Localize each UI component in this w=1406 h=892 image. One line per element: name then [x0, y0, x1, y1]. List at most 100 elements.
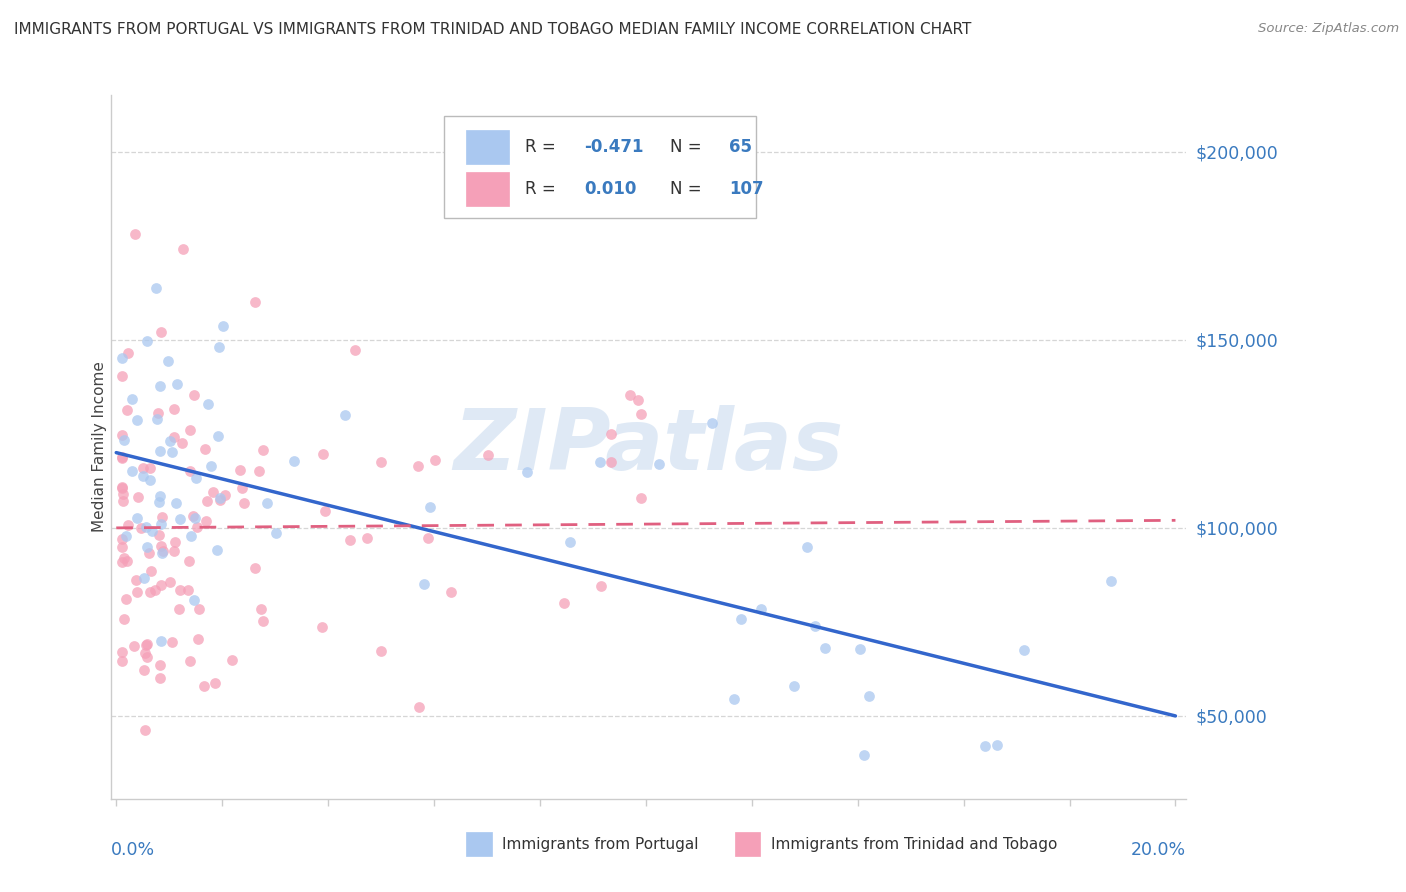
Point	[183, 593, 205, 607]
Point	[200, 458, 222, 473]
Point	[356, 532, 378, 546]
Point	[110, 480, 132, 494]
Point	[186, 520, 208, 534]
Point	[204, 675, 226, 690]
Point	[207, 428, 229, 442]
Text: 20.0%: 20.0%	[1130, 841, 1187, 859]
Point	[813, 641, 835, 656]
Point	[159, 575, 181, 590]
Point	[440, 584, 463, 599]
Point	[853, 748, 876, 763]
Point	[619, 388, 641, 402]
Point	[136, 334, 159, 348]
Point	[202, 485, 225, 500]
Point	[169, 583, 191, 598]
Point	[121, 465, 143, 479]
Point	[149, 671, 172, 685]
Point	[177, 583, 200, 598]
Point	[110, 533, 132, 547]
Point	[630, 491, 652, 505]
Point	[197, 396, 219, 410]
Point	[186, 471, 208, 485]
Point	[591, 579, 613, 593]
Text: Source: ZipAtlas.com: Source: ZipAtlas.com	[1258, 22, 1399, 36]
Point	[110, 654, 132, 668]
Point	[112, 550, 135, 565]
Point	[648, 457, 671, 471]
Point	[370, 644, 392, 658]
Point	[344, 343, 367, 357]
Point	[232, 496, 254, 510]
Point	[125, 585, 148, 599]
Point	[163, 543, 186, 558]
Point	[264, 525, 287, 540]
Point	[194, 514, 217, 528]
Point	[141, 524, 163, 538]
Point	[370, 455, 392, 469]
Bar	[465, 831, 492, 856]
Point	[134, 646, 156, 660]
Point	[134, 723, 156, 737]
Point	[115, 529, 138, 543]
Point	[117, 345, 139, 359]
Point	[256, 496, 278, 510]
Point	[312, 447, 335, 461]
Point	[132, 461, 155, 475]
Point	[127, 491, 149, 505]
Point	[112, 612, 135, 626]
Point	[146, 406, 169, 420]
Point	[589, 455, 612, 469]
Point	[149, 443, 172, 458]
Point	[166, 495, 188, 509]
Point	[245, 560, 267, 574]
Point	[723, 692, 745, 706]
Point	[406, 458, 429, 473]
Point	[122, 639, 145, 653]
Point	[124, 573, 146, 587]
Point	[132, 570, 155, 584]
Point	[169, 512, 191, 526]
Point	[136, 649, 159, 664]
Point	[166, 376, 188, 391]
Point	[184, 511, 207, 525]
Point	[252, 615, 274, 629]
Y-axis label: Median Family Income: Median Family Income	[93, 361, 107, 533]
Point	[131, 521, 153, 535]
Point	[247, 464, 270, 478]
Point	[110, 427, 132, 442]
Point	[150, 634, 173, 648]
Point	[229, 462, 252, 476]
Point	[599, 454, 621, 468]
Point	[152, 543, 174, 558]
Point	[150, 516, 173, 531]
Point	[858, 690, 880, 704]
Point	[408, 699, 430, 714]
Point	[172, 242, 194, 256]
Point	[150, 539, 173, 553]
Point	[135, 519, 157, 533]
Point	[179, 653, 201, 667]
Point	[413, 577, 436, 591]
Bar	[734, 831, 761, 856]
Point	[163, 535, 186, 549]
Point	[211, 319, 233, 334]
FancyBboxPatch shape	[444, 116, 756, 219]
Point	[730, 612, 752, 626]
Text: Immigrants from Portugal: Immigrants from Portugal	[502, 837, 699, 852]
Text: R =: R =	[524, 137, 561, 155]
Text: N =: N =	[671, 137, 707, 155]
Point	[163, 430, 186, 444]
Point	[416, 531, 439, 545]
Point	[205, 543, 228, 558]
Point	[135, 638, 157, 652]
Point	[849, 641, 872, 656]
Point	[117, 518, 139, 533]
Text: 107: 107	[730, 180, 763, 198]
Point	[135, 637, 157, 651]
Point	[157, 353, 180, 368]
Point	[180, 529, 202, 543]
Point	[135, 540, 157, 554]
Point	[700, 416, 723, 430]
Point	[149, 325, 172, 339]
Point	[179, 465, 201, 479]
